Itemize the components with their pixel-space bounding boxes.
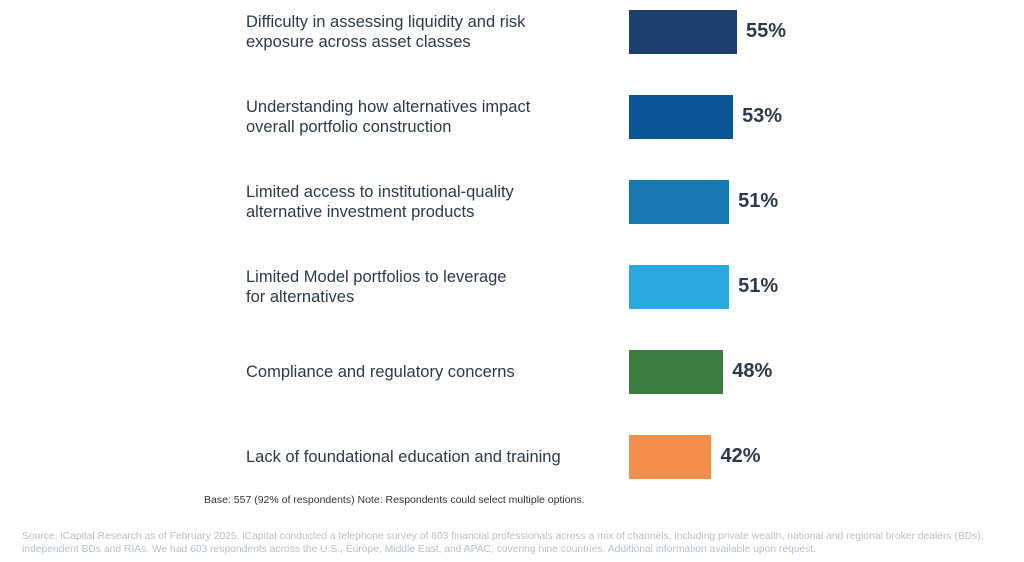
value-label: 42% <box>720 445 761 467</box>
category-label: Understanding how alternatives impact ov… <box>246 98 531 136</box>
value-label: 55% <box>746 20 787 42</box>
bar <box>629 95 734 139</box>
value-label: 51% <box>738 275 779 297</box>
category-label: Compliance and regulatory concerns <box>246 363 515 381</box>
category-label: Lack of foundational education and train… <box>246 448 561 466</box>
value-label: 48% <box>732 360 773 382</box>
bar <box>629 180 730 224</box>
bar-chart: Difficulty in assessing liquidity and ri… <box>246 10 787 479</box>
bar <box>629 10 737 54</box>
category-label: Difficulty in assessing liquidity and ri… <box>246 13 526 51</box>
bar <box>629 435 712 479</box>
value-label: 51% <box>738 190 779 212</box>
category-label: Limited access to institutional-quality … <box>246 183 514 221</box>
value-label: 53% <box>742 105 783 127</box>
bar <box>629 350 724 394</box>
base-note: Base: 557 (92% of respondents) Note: Res… <box>204 494 585 506</box>
category-label: Limited Model portfolios to leverage for… <box>246 268 507 306</box>
bar <box>629 265 730 309</box>
source-note: Source: iCapital Research as of February… <box>22 531 984 555</box>
